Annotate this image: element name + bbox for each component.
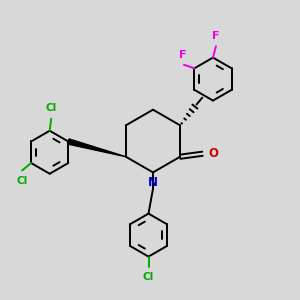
Text: F: F <box>212 31 220 41</box>
Text: N: N <box>148 176 158 189</box>
Text: O: O <box>208 147 218 160</box>
Text: Cl: Cl <box>46 103 57 113</box>
Polygon shape <box>68 139 126 157</box>
Text: Cl: Cl <box>16 176 28 186</box>
Text: F: F <box>179 50 187 60</box>
Text: Cl: Cl <box>143 272 154 282</box>
